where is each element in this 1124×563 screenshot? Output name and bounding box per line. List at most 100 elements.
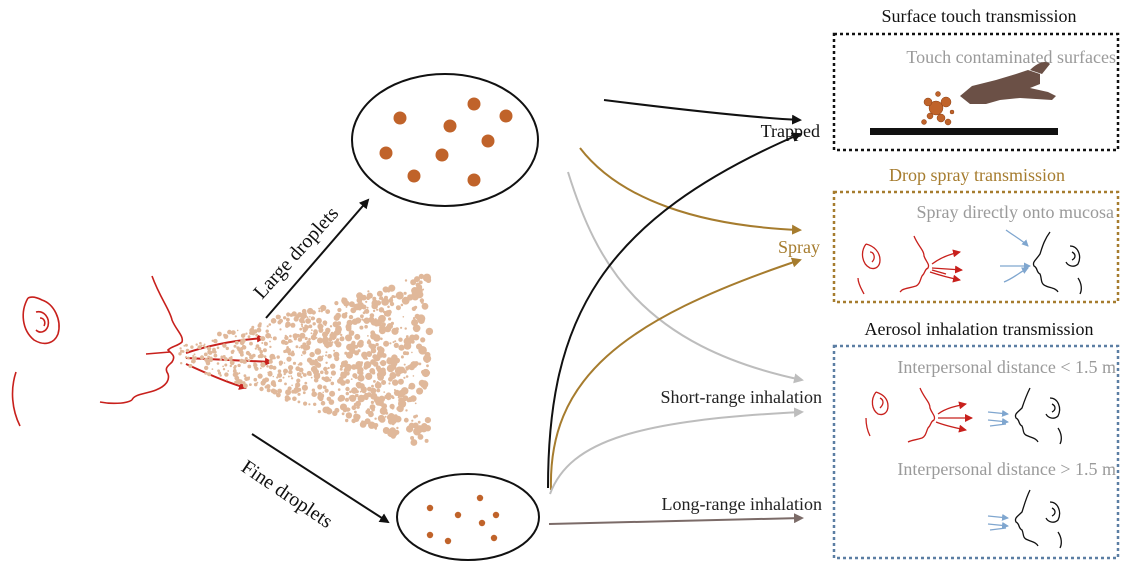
aerosol-particle: [188, 364, 193, 368]
aerosol-particle: [389, 342, 392, 345]
aerosol-particle: [239, 358, 244, 364]
aerosol-particle: [193, 353, 196, 356]
aerosol-particle: [415, 290, 424, 299]
aerosol-particle: [325, 327, 331, 333]
aerosol-particle: [417, 420, 421, 424]
aerosol-particle: [362, 420, 368, 426]
aerosol-particle: [412, 324, 421, 333]
aerosol-particle: [390, 395, 394, 399]
aerosol-particle: [412, 375, 415, 377]
aerosol-particle: [207, 350, 212, 355]
aerosol-particle: [272, 336, 277, 341]
aerosol-particle: [370, 348, 377, 354]
aerosol-particle: [397, 396, 400, 399]
trapped-label: Trapped: [761, 121, 820, 141]
aerosol-particle: [376, 308, 379, 311]
aerosol-particle: [213, 338, 218, 344]
aerosol-particle: [357, 370, 362, 375]
aerosol-particle: [211, 339, 214, 342]
aerosol-particle: [412, 317, 416, 320]
aerosol-particle: [368, 410, 374, 416]
fine-droplet: [426, 504, 434, 512]
aerosol-particle: [320, 310, 323, 313]
aerosol-particle: [345, 407, 351, 412]
aerosol-particle: [418, 362, 422, 366]
aerosol-particle: [316, 317, 322, 324]
aerosol-particle: [256, 381, 259, 384]
aerosol-particle: [287, 397, 291, 401]
aerosol-particle: [225, 346, 229, 351]
aerosol-particle: [227, 329, 232, 335]
aerosol-particle: [323, 366, 328, 372]
aerosol-particle: [230, 358, 233, 360]
aerosol-particle: [259, 386, 264, 392]
aerosol-particle: [398, 337, 403, 342]
aerosol-particle: [234, 335, 237, 338]
aerosol-particle: [322, 320, 328, 326]
aerosol-particle: [340, 371, 344, 375]
aerosol-particle: [222, 365, 225, 368]
large-droplet: [379, 146, 393, 160]
aerosol-particle: [320, 400, 326, 406]
aerosol-particle: [341, 404, 347, 409]
aerosol-particle: [226, 379, 228, 381]
aerosol-particle: [343, 371, 347, 375]
aerosol-particle: [185, 348, 190, 353]
aerosol-particle: [348, 314, 354, 320]
aerosol-particle: [334, 301, 339, 306]
aerosol-particle: [320, 328, 324, 332]
aerosol-particle: [360, 314, 364, 319]
aerosol-particle: [204, 365, 209, 371]
aerosol-particle: [346, 319, 353, 326]
aerosol-particle: [293, 316, 299, 322]
aerosol-particle: [386, 364, 395, 373]
aerosol-particle: [233, 344, 237, 348]
aerosol-particle: [216, 346, 220, 350]
aerosol-particle: [300, 376, 303, 379]
aerosol-particle: [340, 333, 343, 337]
aerosol-particle: [291, 384, 293, 387]
aerosol-particle: [334, 355, 340, 362]
aerosol-particle: [364, 395, 369, 401]
aerosol-particle: [379, 296, 384, 300]
aerosol-particle: [373, 423, 379, 428]
spray-label: Spray: [778, 237, 820, 257]
aerosol-particle: [405, 409, 408, 412]
aerosol-particle: [308, 337, 311, 341]
aerosol-particle: [302, 328, 307, 333]
aerosol-particle: [211, 368, 214, 370]
aerosol-particle: [404, 327, 407, 330]
aerosol-particle: [242, 333, 246, 336]
aerosol-particle: [393, 342, 399, 348]
aerosol-particle: [229, 364, 232, 368]
aerosol-particle: [233, 368, 237, 373]
aerosol-particle: [266, 325, 269, 328]
aerosol-particle: [421, 423, 428, 430]
short-range-label: Short-range inhalation: [661, 387, 822, 407]
aerosol-particle: [333, 314, 340, 321]
aerosol-particle: [329, 325, 333, 328]
aerosol-particle: [192, 355, 195, 357]
aerosol-particle: [405, 375, 409, 378]
aerosol-particle: [376, 381, 379, 384]
aerosol-particle: [257, 347, 262, 351]
aerosol-particle: [312, 317, 316, 320]
aerosol-particle: [296, 383, 299, 386]
aerosol-particle: [413, 361, 419, 367]
aerosol-particle: [366, 408, 371, 412]
aerosol-particle: [258, 322, 262, 326]
aerosol-particle: [204, 372, 207, 375]
aerosol-particle: [254, 347, 257, 350]
aerosol-particle: [341, 412, 345, 416]
aerosol-particle: [403, 363, 406, 366]
aerosol-particle: [269, 345, 272, 349]
aerosol-particle: [340, 364, 344, 369]
aerosol-particle: [220, 355, 224, 359]
aerosol-particle: [411, 319, 419, 326]
aerosol-particle: [312, 393, 316, 397]
aerosol-particle: [345, 418, 349, 423]
aerosol-particle: [254, 366, 259, 371]
aerosol-particle: [213, 353, 218, 358]
large-droplet: [435, 148, 449, 162]
aerosol-particle: [278, 360, 284, 365]
